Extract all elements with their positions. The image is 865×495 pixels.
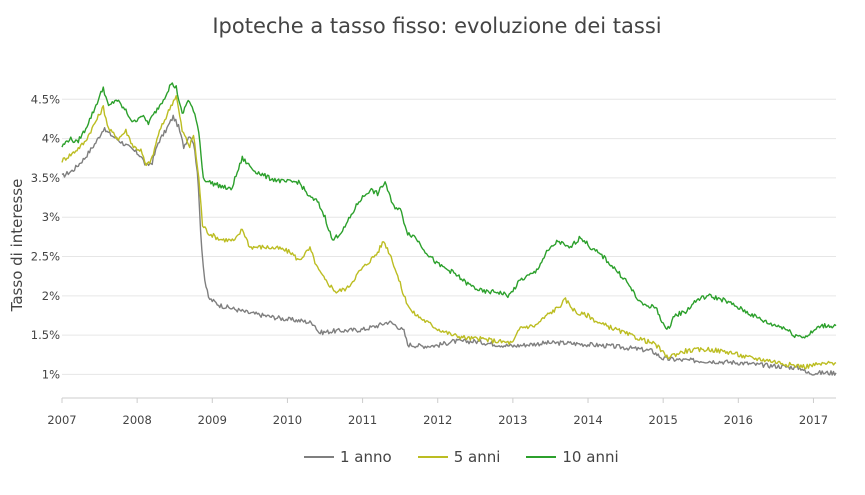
y-tick-label: 1.5%: [31, 328, 60, 342]
series-line-1-anno: [61, 114, 837, 376]
x-axis: 2007 2008 2009 2010 2011 2012 2013 2014 2015 2016…: [47, 397, 836, 427]
x-tick-label: 2011: [348, 413, 377, 427]
series-line-10-anni: [61, 82, 837, 339]
legend: 1 anno 5 anni 10 anni: [304, 448, 645, 466]
legend-swatch: [417, 456, 448, 458]
y-tick-label: 3%: [42, 210, 60, 224]
x-tick-label: 2017: [799, 413, 828, 427]
legend-item[interactable]: 10 anni: [526, 448, 619, 466]
gridlines: [62, 98, 836, 375]
y-tick-label: 3.5%: [31, 171, 60, 185]
legend-item[interactable]: 1 anno: [304, 448, 392, 466]
legend-label: 10 anni: [562, 448, 619, 466]
plot-lines: [61, 82, 837, 376]
x-tick-label: 2014: [573, 413, 602, 427]
x-tick-label: 2010: [273, 413, 302, 427]
legend-item[interactable]: 5 anni: [417, 448, 501, 466]
y-tick-label: 1%: [42, 367, 60, 381]
y-tick-label: 4.5%: [31, 92, 60, 106]
x-tick-label: 2015: [649, 413, 678, 427]
series-line-5-anni: [61, 95, 837, 370]
legend-swatch: [526, 456, 557, 458]
x-tick-label: 2016: [724, 413, 753, 427]
y-axis-label: Tasso di interesse: [8, 179, 26, 313]
chart-title: Ipoteche a tasso fisso: evoluzione dei t…: [212, 14, 662, 38]
legend-label: 1 anno: [340, 448, 392, 466]
legend-swatch: [304, 456, 334, 458]
y-tick-label: 2%: [42, 289, 60, 303]
legend-label: 5 anni: [453, 448, 501, 466]
x-tick-label: 2007: [47, 413, 76, 427]
x-tick-label: 2009: [198, 413, 227, 427]
y-tick-label: 4%: [42, 132, 60, 146]
y-tick-label: 2.5%: [31, 250, 60, 264]
x-tick-label: 2008: [123, 413, 152, 427]
y-axis: 1% 1.5% 2% 2.5% 3% 3.5% 4% 4.5%: [31, 92, 60, 381]
x-tick-label: 2013: [498, 413, 527, 427]
x-tick-label: 2012: [423, 413, 452, 427]
